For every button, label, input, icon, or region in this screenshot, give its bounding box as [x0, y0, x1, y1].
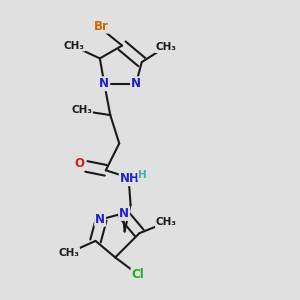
Text: N: N — [95, 213, 105, 226]
Text: CH₃: CH₃ — [156, 217, 177, 227]
Text: CH₃: CH₃ — [155, 42, 176, 52]
Text: H: H — [138, 170, 147, 180]
Text: NH: NH — [120, 172, 140, 185]
Text: Br: Br — [94, 20, 109, 33]
Text: O: O — [74, 157, 84, 170]
Text: N: N — [131, 77, 141, 90]
Text: Cl: Cl — [131, 268, 144, 281]
Text: N: N — [99, 77, 109, 90]
Text: CH₃: CH₃ — [58, 248, 79, 258]
Text: N: N — [119, 207, 129, 220]
Text: CH₃: CH₃ — [64, 40, 85, 51]
Text: CH₃: CH₃ — [71, 105, 92, 115]
